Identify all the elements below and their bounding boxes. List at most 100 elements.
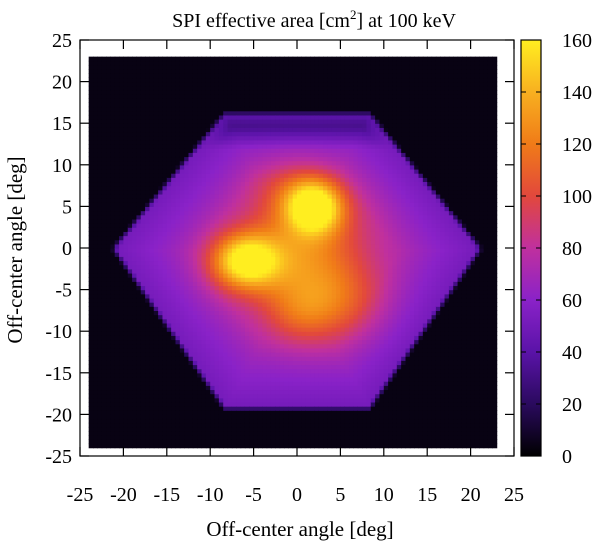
heatmap-cell [314,310,320,316]
heatmap-cell [88,322,94,328]
heatmap-cell [301,397,307,403]
heatmap-cell [162,289,168,295]
heatmap-cell [266,272,272,278]
heatmap-cell [253,64,259,70]
heatmap-cell [175,343,181,349]
heatmap-cell [301,406,307,411]
heatmap-cell [227,272,233,278]
heatmap-cell [301,385,307,391]
heatmap-cell [262,289,268,295]
heatmap-cell [110,272,116,278]
heatmap-cell [140,331,146,336]
heatmap-cell [192,235,198,241]
heatmap-cell [292,277,298,282]
heatmap-cell [166,364,172,370]
heatmap-cell [270,135,276,141]
heatmap-cell [253,239,259,245]
heatmap-cell [275,310,281,316]
heatmap-cell [210,69,216,74]
heatmap-cell [162,243,168,249]
heatmap-cell [210,310,216,316]
heatmap-cell [192,347,198,353]
heatmap-cell [253,418,259,424]
heatmap-cell [132,352,138,357]
heatmap-cell [123,385,129,391]
heatmap-cell [171,318,177,324]
heatmap-cell [166,148,172,153]
heatmap-cell [197,177,203,183]
heatmap-cell [145,148,151,153]
heatmap-cell [231,185,237,191]
heatmap-cell [171,431,177,436]
heatmap-cell [132,268,138,274]
heatmap-cell [305,60,311,66]
heatmap-cell [257,235,263,241]
heatmap-cell [114,343,120,349]
heatmap-cell [175,239,181,245]
heatmap-cell [270,198,276,203]
heatmap-cell [236,110,242,116]
heatmap-cell [205,281,211,287]
heatmap-cell [88,289,94,295]
heatmap-cell [145,156,151,162]
heatmap-cell [106,139,111,145]
heatmap-cell [145,119,151,124]
heatmap-cell [106,410,111,415]
heatmap-cell [97,56,103,62]
heatmap-cell [93,239,98,245]
heatmap-cell [283,281,289,287]
heatmap-cell [101,127,107,133]
heatmap-cell [101,89,107,95]
heatmap-cell [123,277,129,282]
heatmap-cell [231,60,237,66]
heatmap-cell [93,144,98,149]
heatmap-cell [253,135,259,141]
heatmap-cell [223,231,229,237]
heatmap-cell [310,310,315,316]
heatmap-cell [158,248,164,253]
heatmap-cell [179,64,185,70]
heatmap-cell [101,302,107,307]
heatmap-cell [127,139,133,145]
heatmap-cell [262,256,268,262]
heatmap-cell [179,156,185,162]
heatmap-cell [201,156,207,162]
heatmap-cell [132,139,138,145]
heatmap-cell [310,306,315,311]
heatmap-cell [305,256,311,262]
heatmap-cell [227,435,233,440]
heatmap-cell [201,410,207,415]
heatmap-cell [175,223,181,228]
heatmap-cell [106,252,111,257]
heatmap-cell [240,393,246,399]
heatmap-cell [153,352,159,357]
heatmap-cell [231,148,237,153]
heatmap-cell [240,431,246,436]
heatmap-cell [101,352,107,357]
heatmap-cell [184,123,190,128]
heatmap-cell [175,277,181,282]
heatmap-cell [236,139,242,145]
heatmap-cell [297,343,302,349]
heatmap-cell [266,218,272,224]
heatmap-cell [106,206,111,212]
heatmap-cell [240,264,246,270]
heatmap-cell [223,356,229,361]
heatmap-cell [136,318,142,324]
heatmap-cell [132,331,138,336]
heatmap-cell [214,389,220,395]
heatmap-cell [262,339,268,345]
heatmap-cell [201,206,207,212]
heatmap-cell [223,156,229,162]
heatmap-cell [270,193,276,199]
heatmap-cell [192,135,198,141]
heatmap-cell [184,177,190,183]
heatmap-cell [184,173,190,178]
heatmap-cell [249,327,255,332]
heatmap-cell [136,102,142,108]
heatmap-cell [153,185,159,191]
heatmap-cell [227,60,233,66]
heatmap-cell [114,210,120,216]
heatmap-cell [162,252,168,257]
heatmap-cell [88,243,94,249]
